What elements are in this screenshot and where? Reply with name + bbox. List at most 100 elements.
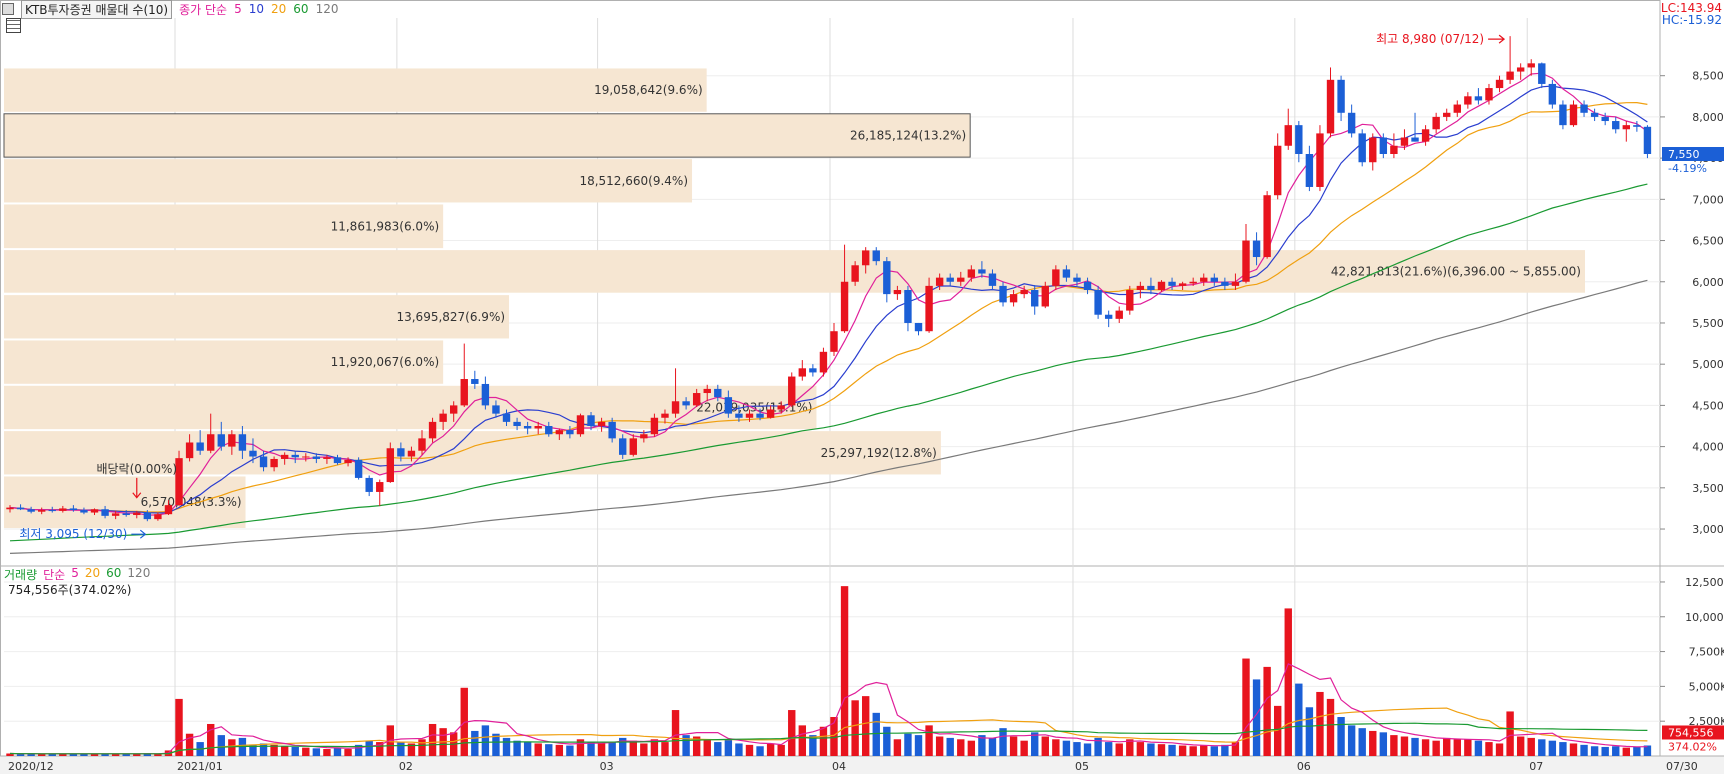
- volume-bar: [249, 744, 257, 756]
- volume-bar: [566, 745, 574, 756]
- candle-body: [1643, 126, 1652, 154]
- candle-body: [312, 456, 321, 459]
- volume-bar: [1316, 691, 1324, 756]
- candle-body: [1358, 133, 1366, 163]
- volume-profile-bar: [4, 340, 444, 384]
- candle-body: [1580, 104, 1588, 113]
- candle-body: [418, 438, 426, 451]
- current-volume-change: 374.02%: [1668, 740, 1717, 753]
- volume-bar: [830, 717, 838, 756]
- volume-bar: [133, 753, 141, 756]
- candle-body: [1453, 104, 1461, 113]
- price-tick-label: 5,500: [1692, 317, 1724, 330]
- volume-bar: [111, 753, 120, 756]
- candle-body: [566, 430, 574, 435]
- volume-bar: [999, 728, 1007, 756]
- volume-bar: [1485, 742, 1493, 756]
- time-tick-label: 2021/01: [177, 760, 223, 773]
- volume-bar: [259, 743, 268, 756]
- volume-ma-label: 단순: [43, 568, 66, 582]
- candle-body: [6, 507, 14, 510]
- volume-bar: [957, 739, 965, 756]
- volume-bar: [1305, 707, 1314, 756]
- candle-body: [1326, 79, 1335, 134]
- volume-bar: [1559, 742, 1567, 756]
- time-tick-label: 07: [1529, 760, 1543, 773]
- candle-body: [724, 397, 733, 414]
- ma-period-20: 20: [271, 2, 287, 16]
- time-tick-label: 07/30: [1666, 760, 1698, 773]
- candle-body: [1548, 83, 1557, 105]
- candle-body: [904, 290, 912, 323]
- candle-body: [185, 442, 194, 459]
- candle-body: [1178, 283, 1187, 286]
- grid-icon[interactable]: [6, 18, 21, 33]
- candle-body: [333, 457, 342, 464]
- candle-body: [397, 448, 405, 457]
- price-tick-label: 8,000: [1692, 111, 1724, 124]
- volume-bar: [27, 753, 35, 756]
- volume-profile-label: 6,570,048(3.3%): [141, 495, 242, 509]
- candle-body: [1516, 67, 1525, 72]
- candle-body: [37, 510, 46, 512]
- candle-body: [492, 405, 500, 414]
- candle-body: [1590, 112, 1599, 117]
- candle-body: [344, 459, 352, 464]
- volume-profile-label: 11,861,983(6.0%): [331, 219, 440, 233]
- candle-body: [217, 434, 225, 447]
- candle-body: [1612, 121, 1620, 130]
- candle-body: [861, 250, 870, 266]
- volume-bar: [1516, 736, 1525, 756]
- candle-body: [1495, 79, 1504, 89]
- volume-bar: [1379, 732, 1388, 756]
- candle-body: [1506, 71, 1514, 80]
- volume-bar: [90, 754, 99, 756]
- volume-profile-label: 42,821,813(21.6%)(6,396.00 ~ 5,855.00): [1331, 264, 1581, 278]
- candle-body: [386, 448, 395, 483]
- volume-bar: [291, 746, 299, 756]
- volume-bar: [650, 739, 659, 756]
- candle-body: [280, 454, 289, 459]
- candle-body: [302, 456, 310, 458]
- candle-body: [1485, 88, 1493, 101]
- candle-body: [259, 456, 268, 468]
- ma-label: 종가 단순: [179, 2, 228, 17]
- candle-body: [471, 379, 479, 384]
- candle-body: [1337, 79, 1345, 113]
- volume-bar: [661, 742, 669, 756]
- volume-tick-label: 5,000K: [1689, 680, 1724, 693]
- candle-body: [1231, 281, 1240, 286]
- volume-bar: [798, 725, 807, 756]
- volume-bar: [1337, 717, 1345, 756]
- volume-bar: [851, 700, 859, 756]
- volume-profile-label: 25,297,192(12.8%): [821, 446, 937, 460]
- candle-body: [1263, 195, 1271, 258]
- volume-bar: [988, 737, 997, 756]
- volume-bar: [724, 739, 733, 756]
- volume-bar: [471, 730, 479, 756]
- volume-bar: [101, 753, 109, 756]
- volume-bar: [228, 739, 236, 756]
- time-tick-label: 02: [399, 760, 413, 773]
- candle-body: [1031, 290, 1039, 307]
- volume-bar: [280, 746, 289, 756]
- candle-body: [1094, 290, 1102, 315]
- candle-body: [1009, 294, 1018, 303]
- candle-body: [143, 512, 152, 520]
- volume-bar: [777, 744, 785, 756]
- menu-toggle-icon[interactable]: [2, 3, 14, 15]
- current-price-tag: [1662, 147, 1724, 161]
- volume-bar: [502, 737, 511, 756]
- candle-body: [122, 513, 130, 516]
- volume-bar: [154, 753, 162, 756]
- volume-bar: [333, 747, 342, 756]
- volume-profile-label: 18,512,660(9.4%): [579, 174, 688, 188]
- high-annotation: 최고 8,980 (07/12): [1376, 32, 1484, 46]
- high-arrow-icon: [1488, 34, 1506, 44]
- volume-bar: [914, 735, 923, 756]
- candle-body: [175, 458, 183, 506]
- chart-title[interactable]: KTB투자증권 매물대 수(10): [21, 0, 173, 19]
- volume-bar: [207, 723, 215, 756]
